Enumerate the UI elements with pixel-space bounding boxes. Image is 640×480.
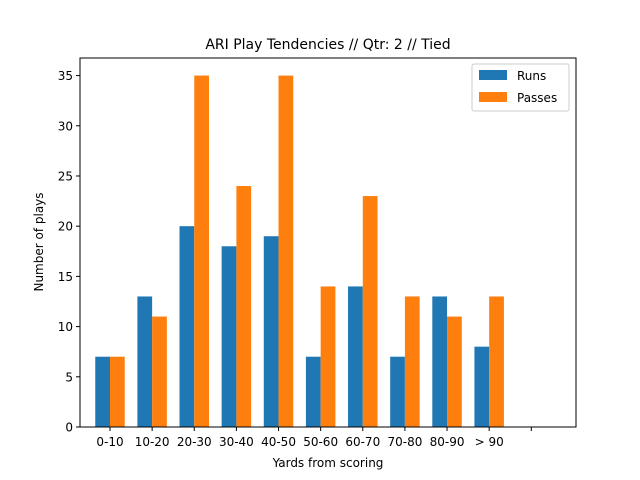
y-axis-label: Number of plays: [32, 192, 46, 291]
bar-passes-7: [404, 296, 420, 427]
x-tick-label-6: 60-70: [345, 435, 380, 449]
bar-runs-5: [305, 356, 321, 427]
bar-runs-9: [474, 346, 490, 427]
bar-runs-3: [221, 246, 237, 427]
bar-runs-7: [390, 356, 405, 427]
bar-runs-1: [137, 296, 153, 427]
bar-passes-0: [110, 356, 125, 427]
bar-passes-8: [447, 316, 462, 427]
chart-title: ARI Play Tendencies // Qtr: 2 // Tied: [205, 37, 450, 53]
y-tick-label-7: 35: [58, 69, 73, 83]
bar-runs-6: [348, 286, 363, 427]
bar-runs-0: [95, 356, 110, 427]
x-tick-label-2: 20-30: [177, 435, 212, 449]
y-tick-label-6: 30: [58, 119, 73, 133]
bar-passes-6: [362, 196, 378, 427]
bar-passes-3: [236, 186, 252, 427]
bar-passes-4: [278, 75, 294, 427]
bar-runs-4: [263, 236, 279, 427]
bar-runs-2: [179, 226, 195, 427]
plot-frame: [79, 57, 577, 428]
y-tick-label-3: 15: [58, 270, 73, 284]
x-tick-label-0: 0-10: [96, 435, 123, 449]
y-tick-label-4: 20: [58, 220, 73, 234]
legend-label-passes: Passes: [517, 91, 557, 105]
bar-runs-8: [432, 296, 448, 427]
x-tick-label-7: 70-80: [387, 435, 422, 449]
legend: Runs Passes: [471, 63, 570, 112]
x-tick-label-8: 80-90: [430, 435, 465, 449]
x-tick-label-4: 40-50: [261, 435, 296, 449]
y-tick-label-1: 5: [65, 370, 73, 384]
x-axis-label: Yards from scoring: [272, 456, 384, 470]
bar-passes-2: [194, 75, 209, 427]
x-tick-label-5: 50-60: [303, 435, 338, 449]
x-tick-label-1: 10-20: [135, 435, 170, 449]
y-tick-label-5: 25: [58, 169, 73, 183]
legend-label-runs: Runs: [517, 69, 546, 83]
bar-passes-1: [152, 316, 167, 427]
bar-passes-5: [320, 286, 336, 427]
y-tick-label-2: 10: [58, 320, 73, 334]
bar-passes-9: [489, 296, 504, 427]
x-tick-label-9: > 90: [475, 435, 504, 449]
legend-swatch-passes: [479, 92, 507, 102]
x-tick-label-3: 30-40: [219, 435, 254, 449]
legend-swatch-runs: [479, 70, 507, 80]
y-tick-label-0: 0: [65, 421, 73, 435]
